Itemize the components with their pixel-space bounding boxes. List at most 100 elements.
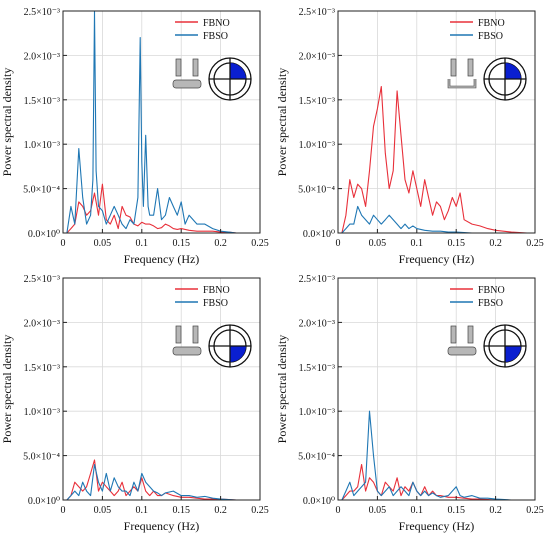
x-axis-label: Frequency (Hz) — [399, 252, 475, 266]
axes-frame — [62, 10, 261, 234]
y-tick-label: 2.0×10⁻³ — [299, 51, 335, 62]
wall-right-icon — [192, 58, 199, 77]
series-line-fbno — [341, 463, 528, 501]
y-tick-label: 1.0×10⁻³ — [299, 140, 335, 151]
x-tick-label: 0 — [336, 238, 341, 249]
legend-label-fbno: FBNO — [478, 285, 505, 296]
y-tick-label: 2.5×10⁻³ — [299, 274, 335, 285]
x-tick-label: 0 — [61, 238, 66, 249]
x-tick-label: 0.05 — [94, 238, 112, 249]
x-axis-label: Frequency (Hz) — [124, 519, 200, 533]
x-tick-label: 0.25 — [526, 505, 544, 516]
y-tick-label: 1.5×10⁻³ — [24, 363, 60, 374]
x-tick-label: 0.2 — [489, 505, 502, 516]
plot-area — [338, 11, 535, 233]
x-tick-label: 0.25 — [526, 238, 544, 249]
axes-frame — [62, 277, 261, 501]
legend-label-fbso: FBSO — [478, 298, 503, 309]
y-tick-label: 1.5×10⁻³ — [24, 96, 60, 107]
wall-base-icon — [447, 346, 477, 356]
highlighted-quadrant-icon — [505, 346, 521, 362]
wall-left-icon — [450, 58, 457, 77]
chart-panel-2: 0 0.05 0.1 0.15 0.2 0.25 0.0×10⁰ 5.0×10⁻⁴ 1.0×10… — [275, 7, 544, 266]
y-tick-label: 5.0×10⁻⁴ — [23, 185, 60, 196]
wall-left-icon — [175, 325, 182, 344]
x-tick-label: 0.1 — [136, 505, 149, 516]
highlighted-quadrant-icon — [230, 63, 246, 79]
x-tick-label: 0.25 — [251, 505, 269, 516]
legend-label-fbno: FBNO — [203, 18, 230, 29]
legend: FBNO FBSO — [450, 285, 505, 309]
series-line-fbso — [66, 10, 253, 234]
wall-base-icon — [172, 346, 202, 356]
y-tick-label: 0.0×10⁰ — [303, 496, 335, 507]
x-tick-label: 0.05 — [94, 505, 112, 516]
y-axis-label: Power spectral density — [275, 335, 289, 444]
chart-panel-4: 0 0.05 0.1 0.15 0.2 0.25 0.0×10⁰ 5.0×10⁻⁴ 1.0×10… — [275, 274, 544, 533]
y-tick-label: 2.5×10⁻³ — [24, 7, 60, 18]
legend: FBNO FBSO — [175, 18, 230, 42]
y-tick-label: 1.0×10⁻³ — [299, 407, 335, 418]
wall-left-icon — [450, 325, 457, 344]
wall-right-icon — [192, 325, 199, 344]
x-tick-label: 0.1 — [411, 238, 424, 249]
y-tick-label: 2.5×10⁻³ — [299, 7, 335, 18]
wall-right-icon — [467, 58, 474, 77]
y-tick-label: 2.5×10⁻³ — [24, 274, 60, 285]
plot-area — [63, 278, 260, 500]
configuration-icon — [447, 324, 527, 368]
legend: FBNO FBSO — [175, 285, 230, 309]
y-tick-label: 1.5×10⁻³ — [299, 96, 335, 107]
legend: FBNO FBSO — [450, 18, 505, 42]
y-tick-label: 0.0×10⁰ — [28, 229, 60, 240]
y-tick-label: 5.0×10⁻⁴ — [298, 185, 335, 196]
y-tick-label: 5.0×10⁻⁴ — [23, 452, 60, 463]
chart-panel-3: 0 0.05 0.1 0.15 0.2 0.25 0.0×10⁰ 5.0×10⁻⁴ 1.0×10… — [0, 274, 269, 533]
y-tick-label: 5.0×10⁻⁴ — [298, 452, 335, 463]
highlighted-quadrant-icon — [505, 63, 521, 79]
x-axis-label: Frequency (Hz) — [124, 252, 200, 266]
legend-label-fbno: FBNO — [478, 18, 505, 29]
y-axis-label: Power spectral density — [275, 68, 289, 177]
wall-base-icon — [172, 79, 202, 89]
series-line-fbso — [341, 205, 528, 234]
x-tick-label: 0.05 — [369, 238, 387, 249]
x-tick-label: 0.2 — [214, 238, 227, 249]
x-tick-label: 0.2 — [214, 505, 227, 516]
configuration-icon — [447, 57, 527, 101]
x-tick-label: 0 — [61, 505, 66, 516]
x-axis-label: Frequency (Hz) — [399, 519, 475, 533]
x-tick-label: 0.1 — [136, 238, 149, 249]
legend-label-fbso: FBSO — [203, 298, 228, 309]
x-tick-label: 0.05 — [369, 505, 387, 516]
legend-label-fbso: FBSO — [478, 31, 503, 42]
y-tick-label: 0.0×10⁰ — [303, 229, 335, 240]
series-line-fbso — [66, 463, 253, 501]
axes-frame — [337, 10, 536, 234]
x-tick-label: 0.2 — [489, 238, 502, 249]
wall-right-icon — [467, 325, 474, 344]
chart-panel-1: 0 0.05 0.1 0.15 0.2 0.25 0.0×10⁰ 5.0×10⁻⁴ 1.0×10… — [0, 7, 269, 266]
x-tick-label: 0.25 — [251, 238, 269, 249]
y-tick-label: 0.0×10⁰ — [28, 496, 60, 507]
configuration-icon — [172, 57, 252, 101]
wall-base-inner-icon — [448, 79, 476, 88]
y-tick-label: 1.0×10⁻³ — [24, 407, 60, 418]
y-tick-label: 2.0×10⁻³ — [24, 51, 60, 62]
legend-label-fbno: FBNO — [203, 285, 230, 296]
y-tick-label: 2.0×10⁻³ — [299, 318, 335, 329]
series-line-fbno — [341, 85, 528, 234]
y-tick-label: 2.0×10⁻³ — [24, 318, 60, 329]
y-axis-label: Power spectral density — [0, 335, 14, 444]
x-tick-label: 0 — [336, 505, 341, 516]
y-tick-label: 1.0×10⁻³ — [24, 140, 60, 151]
x-tick-label: 0.15 — [447, 238, 465, 249]
x-tick-label: 0.15 — [172, 238, 190, 249]
wall-left-icon — [175, 58, 182, 77]
configuration-icon — [172, 324, 252, 368]
highlighted-quadrant-icon — [230, 346, 246, 362]
x-tick-label: 0.15 — [447, 505, 465, 516]
y-tick-label: 1.5×10⁻³ — [299, 363, 335, 374]
plot-area — [338, 278, 535, 500]
